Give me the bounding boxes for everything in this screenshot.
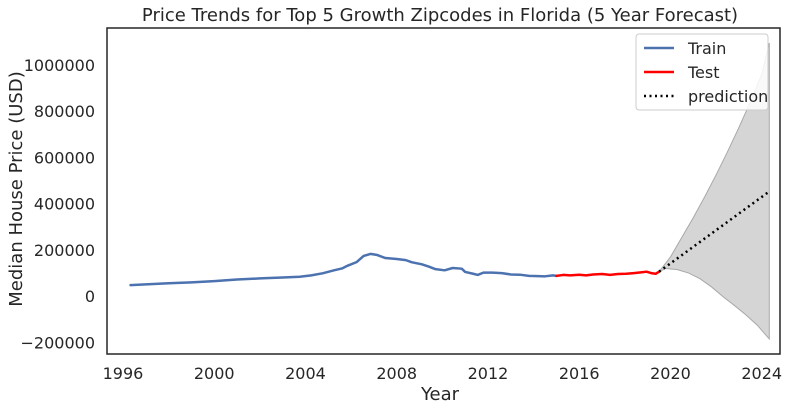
y-tick-label: 800000 [34, 102, 95, 121]
y-tick-label: 400000 [34, 195, 95, 214]
x-tick-label: 2016 [559, 364, 600, 383]
x-axis-label: Year [420, 384, 460, 405]
y-tick-labels: −200000 0 200000 400000 600000 800000 1000000 [21, 56, 95, 352]
legend: Train Test prediction [635, 33, 769, 111]
series-prediction-line [658, 190, 771, 273]
confidence-band [658, 42, 770, 341]
plot-frame [106, 27, 781, 355]
y-tick-label: −200000 [21, 333, 95, 352]
x-tick-label: 2008 [376, 364, 417, 383]
legend-label-train: Train [687, 39, 726, 58]
y-tick-label: 1000000 [24, 56, 95, 75]
x-tick-label: 2004 [285, 364, 326, 383]
confidence-band-layer [658, 42, 770, 341]
legend-label-prediction: prediction [688, 87, 768, 106]
x-tick-label: 2000 [194, 364, 235, 383]
y-tick-label: 600000 [34, 148, 95, 167]
legend-label-test: Test [687, 63, 720, 82]
y-tick-label: 200000 [34, 241, 95, 260]
x-tick-label: 2020 [650, 364, 691, 383]
x-tick-label: 2024 [741, 364, 782, 383]
x-tick-label: 1996 [103, 364, 144, 383]
y-axis-label: Median House Price (USD) [6, 71, 27, 306]
series-train-line [129, 252, 558, 287]
y-tick-label: 0 [85, 287, 95, 306]
series-test-line [555, 270, 661, 278]
chart-title: Price Trends for Top 5 Growth Zipcodes i… [142, 5, 738, 26]
legend-box [635, 33, 769, 111]
series-layer [129, 190, 771, 287]
x-tick-label: 2012 [468, 364, 509, 383]
x-tick-labels: 1996 2000 2004 2008 2012 2016 2020 2024 [103, 364, 782, 383]
